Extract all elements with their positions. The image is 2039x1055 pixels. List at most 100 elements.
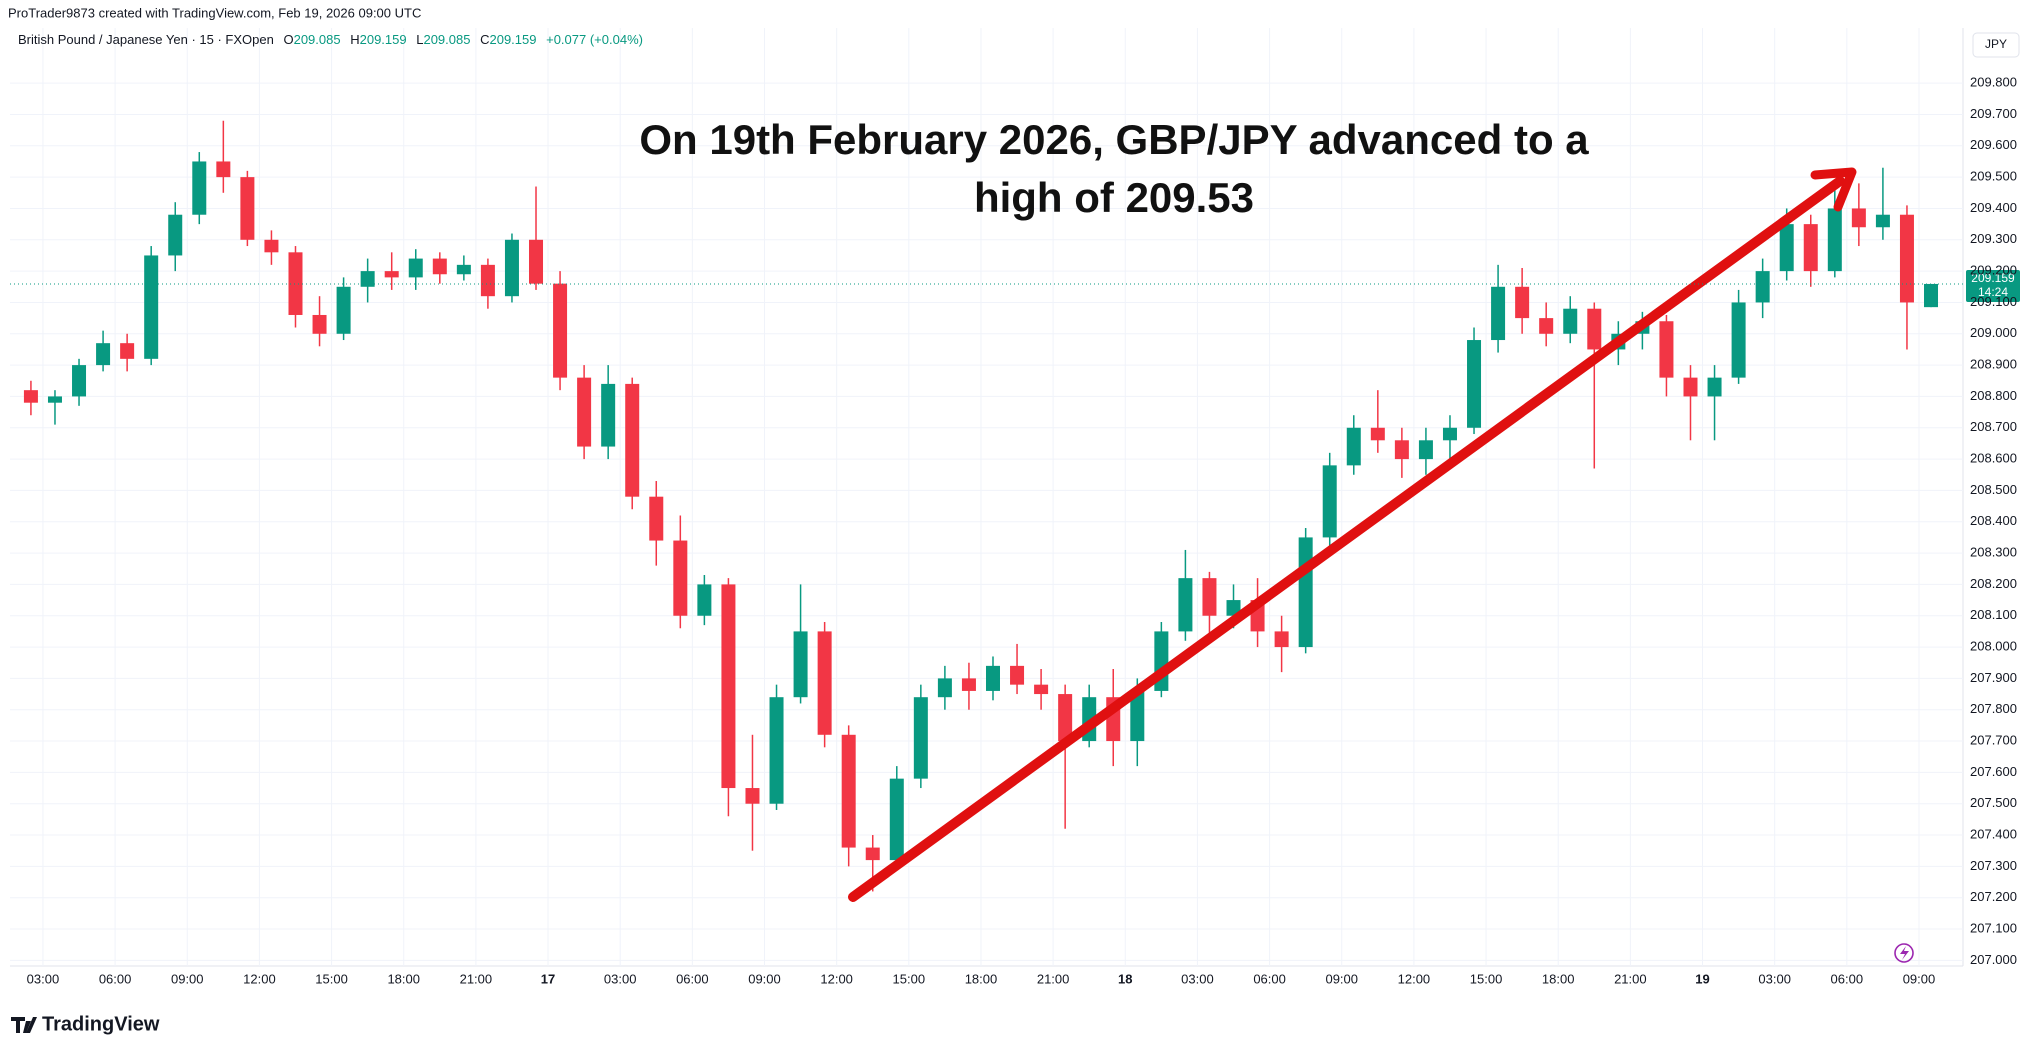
candle-body <box>985 665 1000 691</box>
candle-body <box>769 697 784 804</box>
x-tick-label: 09:00 <box>171 971 204 986</box>
y-tick-label: 208.500 <box>1970 482 2017 497</box>
candle-body <box>23 390 38 403</box>
x-tick-label: 12:00 <box>243 971 276 986</box>
candle-body <box>961 678 976 691</box>
candle-body <box>745 788 760 804</box>
x-tick-label: 21:00 <box>1037 971 1070 986</box>
candle-body <box>673 540 688 616</box>
candle-body <box>408 258 423 278</box>
y-tick-label: 209.500 <box>1970 169 2017 184</box>
candle-body <box>937 678 952 698</box>
candle-body <box>625 383 640 497</box>
arrow-shaft <box>848 176 1845 902</box>
x-tick-label: 09:00 <box>1903 971 1936 986</box>
candle-body <box>1226 600 1241 616</box>
y-tick-label: 208.700 <box>1970 419 2017 434</box>
x-tick-label: 06:00 <box>1253 971 1286 986</box>
candle-body <box>1683 377 1698 397</box>
y-tick-label: 207.600 <box>1970 764 2017 779</box>
candle-body <box>793 631 808 698</box>
ohlc-label: O <box>283 32 293 47</box>
y-tick-label: 207.700 <box>1970 732 2017 747</box>
candle-body <box>216 161 231 178</box>
candle-body <box>1803 224 1818 272</box>
x-tick-label: 03:00 <box>27 971 60 986</box>
x-tick-label: 21:00 <box>460 971 493 986</box>
y-tick-label: 207.000 <box>1970 952 2017 967</box>
x-tick-label: 03:00 <box>604 971 637 986</box>
candle-body <box>1467 340 1482 428</box>
candle-body <box>1034 684 1049 695</box>
candle-body <box>1058 694 1073 742</box>
currency-button[interactable] <box>1972 32 2020 58</box>
y-tick-label: 207.900 <box>1970 670 2017 685</box>
logo-icon <box>11 1017 37 1033</box>
candle-body <box>1755 271 1770 303</box>
x-tick-label: 03:00 <box>1758 971 1791 986</box>
y-tick-label: 207.200 <box>1970 889 2017 904</box>
candle-body <box>1346 427 1361 466</box>
candle-body <box>120 343 135 359</box>
x-tick-label: 21:00 <box>1614 971 1647 986</box>
candle-body <box>1130 690 1145 742</box>
y-tick-label: 207.100 <box>1970 920 2017 935</box>
candle-body <box>1442 427 1457 441</box>
candle-body <box>1563 308 1578 334</box>
x-tick-label: 12:00 <box>1398 971 1431 986</box>
x-tick-label: 06:00 <box>676 971 709 986</box>
candle-body <box>1394 440 1409 460</box>
y-tick-label: 209.700 <box>1970 106 2017 121</box>
candle-body <box>1298 537 1313 648</box>
currency[interactable]: JPY <box>1985 37 2007 51</box>
ohlc-value: 209.159 <box>360 32 407 47</box>
candle-body <box>192 161 207 215</box>
candle-body <box>913 697 928 779</box>
x-tick-label: 15:00 <box>893 971 926 986</box>
candle-body <box>1274 631 1289 648</box>
y-tick-label: 208.200 <box>1970 576 2017 591</box>
y-tick-label: 209.600 <box>1970 137 2017 152</box>
change: +0.077 (+0.04%) <box>546 32 643 47</box>
x-tick-label: 09:00 <box>748 971 781 986</box>
y-tick-label: 208.800 <box>1970 388 2017 403</box>
y-tick-label: 207.400 <box>1970 826 2017 841</box>
candle-body <box>649 496 664 541</box>
candle-body <box>1827 208 1842 272</box>
ohlc-value: 209.159 <box>489 32 536 47</box>
y-tick-label: 208.600 <box>1970 451 2017 466</box>
candle-body <box>480 264 495 297</box>
candle-body <box>553 283 568 378</box>
candle-body <box>1178 578 1193 632</box>
candle-body <box>384 271 399 278</box>
candle-body <box>577 377 592 447</box>
candle-body <box>1322 465 1337 538</box>
candle-body <box>144 255 159 359</box>
ohlc-label: H <box>350 32 359 47</box>
x-tick-label: 06:00 <box>1831 971 1864 986</box>
candle-body <box>312 314 327 334</box>
y-tick-label: 209.800 <box>1970 75 2017 90</box>
y-tick-label: 208.100 <box>1970 607 2017 622</box>
candle-body <box>1370 427 1385 441</box>
candle-body <box>96 343 111 366</box>
candle-body <box>1707 377 1722 397</box>
y-tick-label: 209.000 <box>1970 325 2017 340</box>
candle-body <box>1587 308 1602 350</box>
alert-icon[interactable] <box>1894 943 1914 963</box>
candles <box>23 120 1939 892</box>
x-tick-label: 18:00 <box>387 971 420 986</box>
price-badge-box <box>1966 269 2020 302</box>
x-tick-label: 15:00 <box>1470 971 1503 986</box>
candle-body <box>1539 318 1554 334</box>
y-tick-label: 207.800 <box>1970 701 2017 716</box>
annotation: On 19th February 2026, GBP/JPY advanced … <box>639 116 1589 163</box>
candle-body <box>1851 208 1866 228</box>
x-tick-label: 15:00 <box>315 971 348 986</box>
candle-body <box>865 847 880 861</box>
alert-bolt <box>1900 946 1909 960</box>
candle-body <box>1010 665 1025 685</box>
